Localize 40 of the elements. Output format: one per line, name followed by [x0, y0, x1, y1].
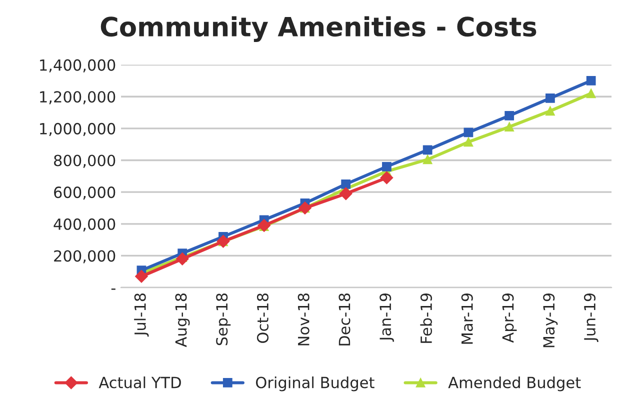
x-tick-label: Oct-18 [256, 293, 269, 343]
y-tick-label: 600,000 [54, 186, 116, 200]
y-tick-label: 400,000 [54, 218, 116, 232]
point [464, 137, 474, 147]
x-tick-label: Dec-18 [338, 293, 350, 346]
x-tick-label: Jun-19 [584, 293, 598, 342]
point [546, 94, 555, 103]
x-tick-label: Feb-19 [420, 293, 432, 343]
point [464, 128, 474, 138]
y-tick-label: 800,000 [54, 154, 116, 168]
x-tick-label: Jul-18 [134, 293, 149, 337]
legend-label: Original Budget [256, 376, 374, 392]
legend-label: Amended Budget [448, 376, 581, 392]
x-tick-label: Jan-19 [380, 293, 394, 342]
y-tick-label: 1,400,000 [40, 59, 116, 72]
chart-title: Community Amenities - Costs [100, 16, 536, 42]
point [422, 154, 432, 164]
x-tick-label: Sep-18 [216, 293, 231, 346]
x-tick-label: Apr-19 [502, 293, 517, 343]
point [546, 106, 555, 116]
y-tick-label: 1,000,000 [40, 122, 116, 136]
x-tick-label: May-19 [543, 293, 558, 348]
point [504, 122, 514, 132]
y-tick-label: 1,200,000 [40, 91, 116, 104]
point [504, 111, 514, 120]
x-tick-label: Aug-18 [175, 293, 190, 348]
point [586, 88, 596, 98]
y-tick-label: 200,000 [54, 250, 116, 264]
point [135, 270, 148, 283]
point [341, 179, 351, 189]
point [382, 162, 392, 172]
x-tick-label: Mar-19 [461, 293, 473, 344]
x-tick-label: Nov-18 [298, 293, 310, 346]
point [339, 187, 352, 200]
y-tick-label: - [111, 288, 116, 290]
point [380, 171, 394, 184]
point [586, 76, 596, 86]
point [176, 252, 189, 266]
legend-label: Actual YTD [98, 376, 181, 388]
point [422, 145, 432, 155]
